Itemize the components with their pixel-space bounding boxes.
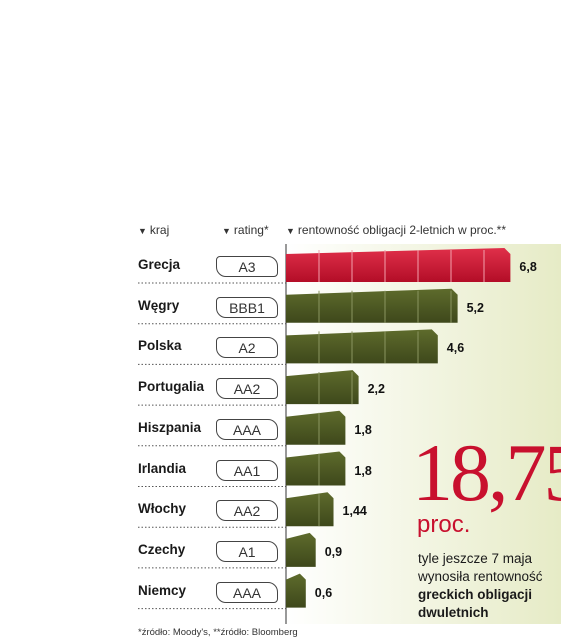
- rating-box: AAA: [216, 418, 278, 440]
- bar-włochy: [286, 492, 334, 527]
- value-label: 1,8: [354, 422, 372, 437]
- callout-number: 18,75: [412, 427, 561, 518]
- sort-arrow-icon: ▼: [286, 226, 295, 236]
- sort-arrow-icon: ▼: [138, 226, 147, 236]
- rating-box: AA2: [216, 500, 278, 522]
- country-label: Hiszpania: [138, 419, 202, 435]
- callout-unit: proc.: [417, 511, 471, 538]
- source-note: *źródło: Moody's, **źródło: Bloomberg: [138, 627, 298, 638]
- callout-line-2: wynosiła rentowność: [418, 569, 543, 584]
- country-label: Portugalia: [138, 379, 205, 395]
- value-label: 0,6: [314, 585, 333, 600]
- sort-arrow-icon: ▼: [222, 226, 231, 236]
- rating-box: AAA: [216, 581, 278, 603]
- header-rating-label: rating*: [233, 223, 269, 237]
- header-country: ▼ kraj: [138, 223, 169, 237]
- rating-box: A1: [216, 540, 278, 562]
- header-rating: ▼ rating*: [222, 223, 269, 237]
- value-label: 0,9: [324, 544, 343, 559]
- callout-bold-1: greckich obligacji: [418, 587, 533, 602]
- country-label: Irlandia: [138, 460, 187, 476]
- value-label: 5,2: [466, 300, 484, 315]
- value-label: 6,8: [519, 260, 537, 274]
- country-label: Włochy: [138, 501, 187, 517]
- rating-box: BBB1: [216, 296, 278, 318]
- value-label: 4,6: [446, 341, 465, 356]
- rating-box: A3: [216, 256, 278, 277]
- bar-hiszpania: [286, 410, 346, 445]
- rating-box: A2: [216, 337, 278, 359]
- country-label: Grecja: [138, 257, 181, 272]
- bar-niemcy: [286, 573, 306, 608]
- country-label: Polska: [138, 338, 182, 354]
- rating-box: AA2: [216, 378, 278, 400]
- country-label: Węgry: [138, 297, 180, 313]
- bar-czechy: [286, 532, 316, 567]
- bar-grecja: [286, 248, 511, 282]
- bar-irlandia: [286, 451, 346, 486]
- callout-bold-2: dwuletnich: [418, 605, 489, 620]
- value-label: 1,44: [342, 504, 367, 519]
- bar-polska: [286, 329, 438, 364]
- callout-line-1: tyle jeszcze 7 maja: [418, 551, 533, 566]
- header-yield-label: rentowność obligacji 2-letnich w proc.**: [297, 223, 507, 237]
- header-country-label: kraj: [149, 223, 170, 237]
- rating-box: AA1: [216, 459, 278, 481]
- value-label: 2,2: [367, 382, 385, 397]
- bar-portugalia: [286, 370, 359, 405]
- bar-węgry: [286, 288, 458, 323]
- callout-text: tyle jeszcze 7 maja wynosiła rentowność …: [418, 550, 561, 622]
- value-label: 1,8: [354, 463, 372, 478]
- header-yield: ▼ rentowność obligacji 2-letnich w proc.*…: [286, 223, 506, 237]
- country-label: Niemcy: [138, 582, 187, 598]
- country-label: Czechy: [138, 541, 186, 557]
